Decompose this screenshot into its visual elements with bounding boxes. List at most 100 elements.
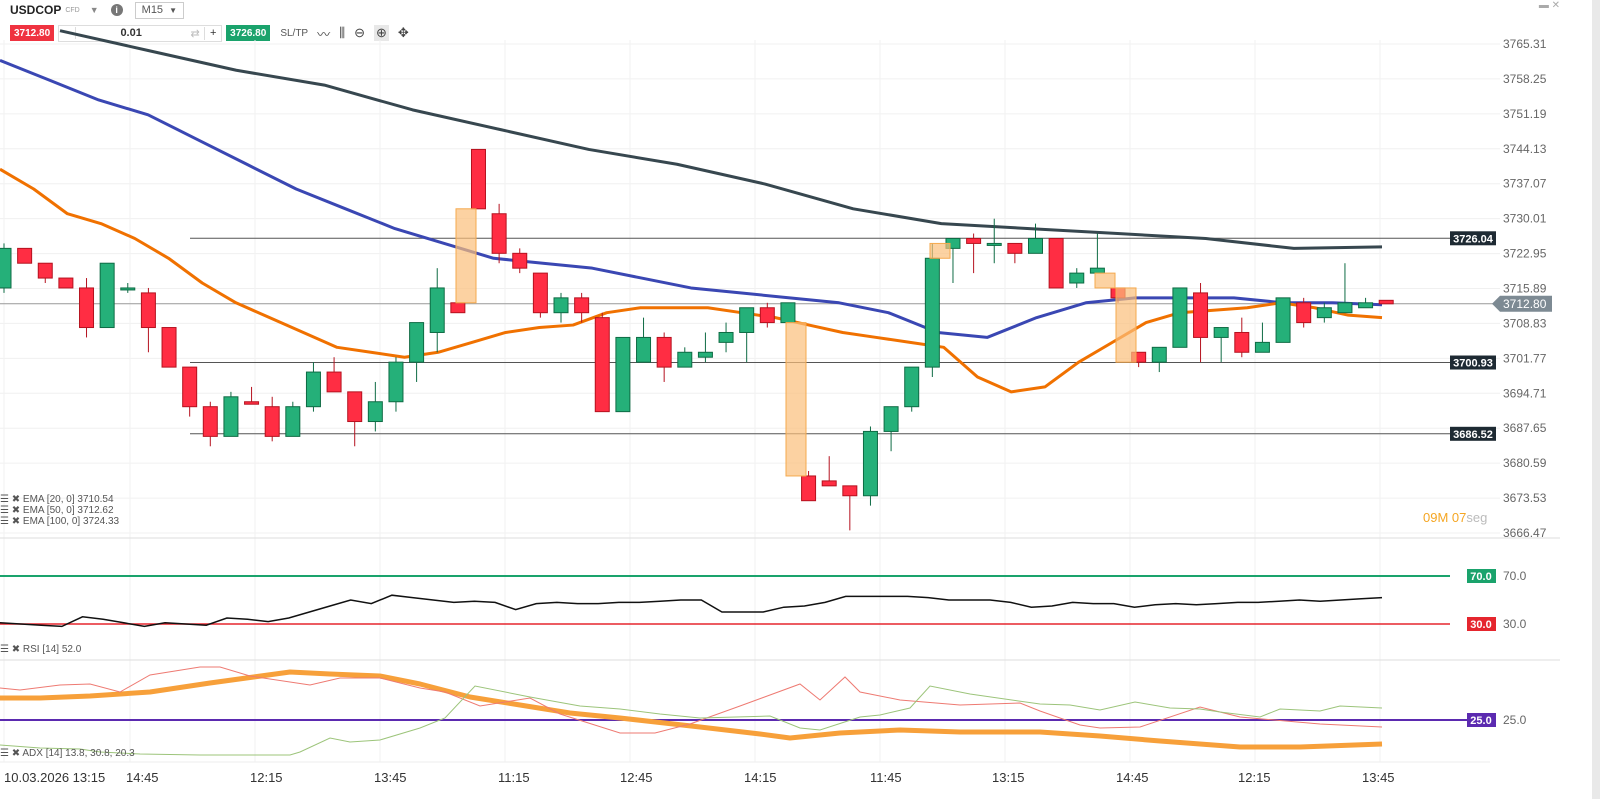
candle	[512, 252, 528, 269]
legend-ema50[interactable]: ☰ ✖ EMA [50, 0] 3712.62	[0, 505, 114, 516]
price-level-tag[interactable]	[1450, 355, 1496, 370]
candle	[1069, 272, 1085, 284]
symbol-name[interactable]: USDCOP	[10, 3, 62, 17]
candle	[1296, 302, 1312, 324]
minimize-icon[interactable]: ▬	[1538, 0, 1549, 11]
adx-line	[0, 669, 1383, 750]
candle	[883, 406, 899, 432]
candle	[285, 406, 301, 437]
price-level-tag[interactable]	[1450, 426, 1496, 441]
candle	[1089, 267, 1105, 274]
price-tick: 3666.47	[1503, 526, 1547, 540]
candle	[1151, 346, 1167, 363]
sltp-button[interactable]: SL/TP	[280, 27, 309, 39]
candle	[1378, 299, 1394, 305]
candle	[1193, 292, 1209, 338]
candle	[1048, 237, 1064, 289]
quantity-input[interactable]: 0.01	[120, 27, 142, 39]
swap-icon[interactable]: ⇄	[186, 26, 206, 40]
time-tick: 14:45	[126, 770, 159, 785]
price-tick: 3751.19	[1503, 107, 1547, 121]
time-tick: 13:15	[992, 770, 1025, 785]
candle	[305, 371, 321, 408]
time-tick: 11:45	[870, 770, 902, 785]
candle	[1254, 341, 1270, 353]
ema100-label: EMA [100, 0] 3724.33	[22, 516, 120, 527]
price-tick: 3687.65	[1503, 421, 1547, 435]
timeframe-select[interactable]: M15 ▼	[134, 1, 184, 19]
buy-button[interactable]: 3726.80	[226, 25, 271, 41]
candle	[17, 247, 33, 264]
gap-zone	[929, 242, 951, 259]
candle	[821, 480, 837, 487]
svg-text:70.0: 70.0	[1503, 569, 1527, 583]
candle	[862, 430, 878, 497]
time-tick: 12:15	[250, 770, 283, 785]
zoom-in-icon[interactable]: ⊕	[374, 25, 389, 41]
candle	[409, 322, 425, 363]
current-price-tag	[1492, 295, 1552, 312]
candle	[0, 247, 12, 289]
candle	[388, 361, 404, 403]
crosshair-icon[interactable]: ✥	[397, 25, 409, 40]
symbol-dropdown-icon[interactable]: ▼	[89, 5, 99, 15]
legend-ema100[interactable]: ☰ ✖ EMA [100, 0] 3724.33	[0, 516, 120, 527]
candle	[1358, 302, 1374, 309]
svg-text:3712.80: 3712.80	[1503, 297, 1547, 311]
svg-text:3726.04: 3726.04	[1453, 233, 1494, 245]
scrollbar[interactable]	[1592, 0, 1600, 799]
candle	[429, 287, 445, 333]
zoom-out-icon[interactable]: ⊖	[354, 25, 366, 40]
candle	[37, 262, 53, 279]
candle	[842, 485, 858, 497]
countdown-seconds: 07	[1451, 510, 1467, 525]
candle	[532, 272, 548, 314]
candle	[202, 406, 218, 437]
ema50-label: EMA [50, 0] 3712.62	[22, 505, 114, 516]
legend-adx[interactable]: ☰ ✖ ADX [14] 13.8, 30.8, 20.3	[0, 748, 135, 759]
candle	[182, 366, 198, 408]
sell-button[interactable]: 3712.80	[10, 25, 55, 41]
time-tick: 12:15	[1238, 770, 1271, 785]
gap-zone	[455, 208, 477, 304]
candle	[801, 475, 817, 502]
candle	[58, 277, 74, 289]
price-tick: 3758.25	[1503, 72, 1547, 86]
timeframe-value: M15	[141, 4, 164, 16]
candle	[594, 317, 610, 413]
line-chart-icon[interactable]: 〰	[317, 26, 331, 42]
candle	[636, 336, 652, 363]
time-tick: 13:45	[1362, 770, 1395, 785]
time-tick: 11:15	[498, 770, 530, 785]
price-level-tag[interactable]	[1450, 231, 1496, 246]
candle	[615, 336, 631, 413]
gap-zone	[1094, 272, 1116, 289]
price-tick: 3715.89	[1503, 282, 1547, 296]
info-icon[interactable]: i	[110, 4, 123, 16]
candle	[450, 302, 466, 314]
chevron-down-icon: ▼	[169, 5, 177, 15]
legend-rsi[interactable]: ☰ ✖ RSI [14] 52.0	[0, 644, 82, 655]
candle	[759, 307, 775, 324]
price-tick: 3730.01	[1503, 212, 1547, 226]
candle	[986, 242, 1002, 246]
increase-button[interactable]: +	[209, 27, 217, 39]
price-tick: 3680.59	[1503, 456, 1547, 470]
svg-text:70.0: 70.0	[1470, 571, 1491, 583]
gap-zone	[785, 322, 807, 477]
candlestick-icon[interactable]: ⫼	[339, 25, 346, 40]
candle	[718, 331, 734, 343]
legend-ema20[interactable]: ☰ ✖ EMA [20, 0] 3710.54	[0, 494, 114, 505]
countdown-unit: seg	[1466, 510, 1488, 525]
time-tick: 10.03.2026 13:15	[4, 770, 105, 785]
svg-text:30.0: 30.0	[1470, 619, 1491, 631]
adx-label: ADX [14] 13.8, 30.8, 20.3	[22, 748, 135, 759]
candle	[553, 297, 569, 314]
candle	[904, 366, 920, 408]
candle	[1172, 287, 1188, 348]
instrument-type: CFD	[65, 6, 80, 14]
candle	[1213, 327, 1229, 338]
time-tick: 13:45	[374, 770, 407, 785]
close-icon[interactable]: ✕	[1551, 0, 1560, 11]
